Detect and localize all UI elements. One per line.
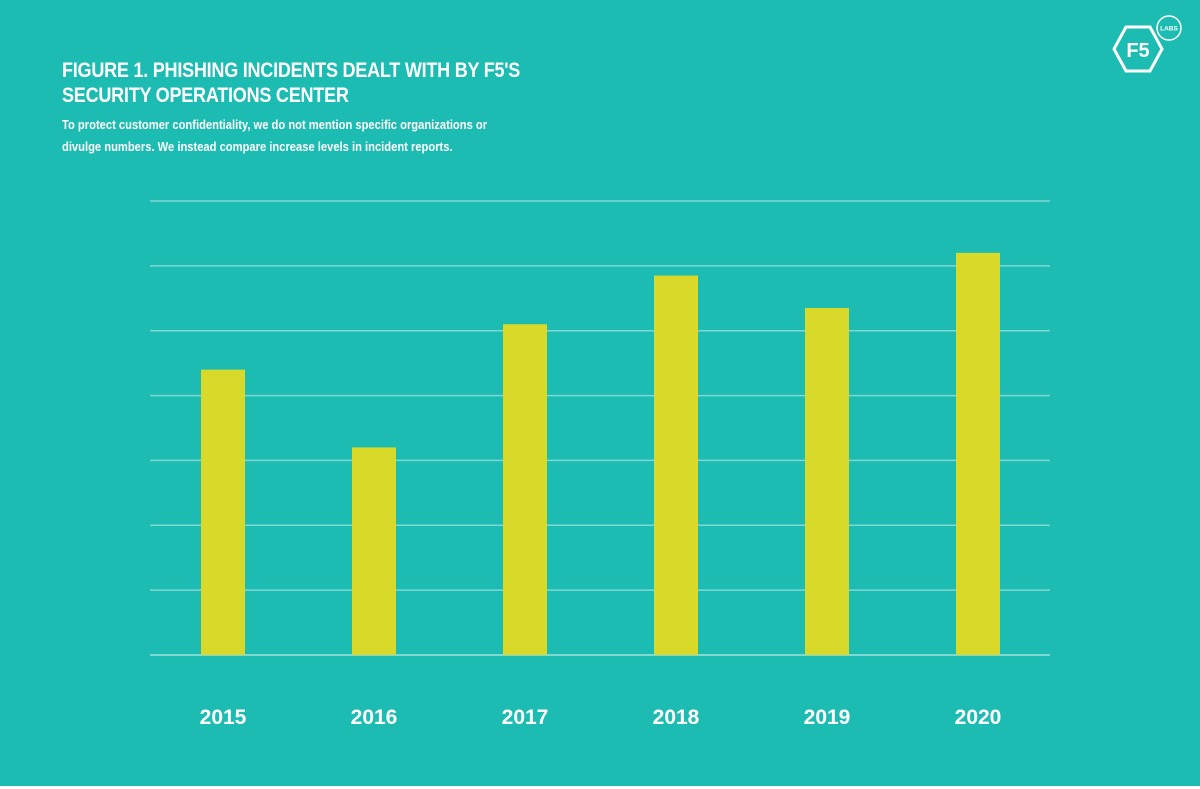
logo-text: F5 — [1126, 40, 1149, 62]
f5-labs-logo-icon: F5 LABS — [1112, 15, 1182, 73]
figure-title-line-1: FIGURE 1. PHISHING INCIDENTS DEALT WITH … — [62, 59, 521, 82]
figure-subtitle: To protect customer confidentiality, we … — [62, 114, 526, 158]
x-tick-label-2017: 2017 — [502, 706, 549, 729]
bottom-border — [0, 786, 1200, 789]
logo-hexagon — [1112, 25, 1164, 73]
bar-2017 — [503, 324, 547, 655]
logo-badge-circle — [1156, 15, 1182, 41]
x-tick-label-2016: 2016 — [351, 706, 398, 729]
logo-badge-text: LABS — [1160, 26, 1178, 33]
bar-2016 — [352, 447, 396, 655]
figure-title-line-2: SECURITY OPERATIONS CENTER — [62, 84, 349, 107]
x-tick-label-2019: 2019 — [804, 706, 851, 729]
bar-2019 — [805, 308, 849, 655]
figure-title: FIGURE 1. PHISHING INCIDENTS DEALT WITH … — [62, 58, 544, 108]
x-tick-label-2015: 2015 — [200, 706, 247, 729]
x-tick-label-2018: 2018 — [653, 706, 700, 729]
figure-subtitle-line-1: To protect customer confidentiality, we … — [62, 117, 488, 132]
bar-2020 — [956, 252, 1000, 655]
x-tick-label-2020: 2020 — [955, 706, 1002, 729]
bar-2015 — [201, 369, 245, 655]
figure-subtitle-line-2: divulge numbers. We instead compare incr… — [62, 139, 453, 154]
bar-2018 — [654, 275, 698, 655]
